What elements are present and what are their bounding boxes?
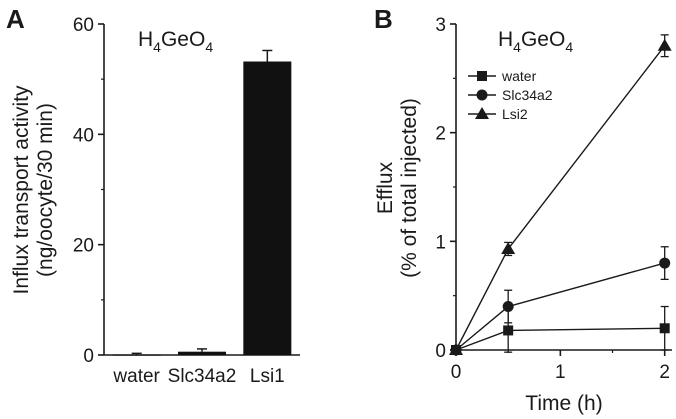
y-tick-label: 0 bbox=[83, 346, 94, 367]
legend-marker-lsi2 bbox=[475, 107, 489, 119]
legend-label: Slc34a2 bbox=[502, 87, 553, 103]
panel-a-ylabel-line2: (ng/oocyte/30 min) bbox=[34, 103, 57, 277]
panel-b: B Efflux (% of total injected) H4GeO4 Ti… bbox=[374, 4, 672, 415]
legend-marker-water bbox=[477, 71, 487, 81]
point-water bbox=[659, 323, 670, 334]
panel-b-series bbox=[449, 34, 672, 356]
bar-slc34a2 bbox=[178, 351, 226, 355]
legend-label: Lsi2 bbox=[502, 106, 528, 122]
panel-a-x-axis: water Slc34a2 Lsi1 bbox=[104, 354, 300, 387]
bar-lsi1 bbox=[243, 61, 292, 355]
x-tick-label: Lsi1 bbox=[250, 366, 285, 387]
formula-geo: GeO bbox=[521, 28, 565, 51]
series-line-lsi2 bbox=[455, 45, 666, 351]
y-tick-label: 60 bbox=[73, 15, 94, 36]
y-tick-label: 1 bbox=[435, 232, 446, 253]
y-tick-label: 0 bbox=[435, 341, 446, 362]
point-slc34a2 bbox=[659, 257, 671, 269]
bar-water bbox=[112, 354, 161, 356]
panel-b-letter: B bbox=[374, 4, 393, 34]
series-line-water bbox=[455, 327, 665, 351]
panel-b-formula: H4GeO4 bbox=[498, 28, 573, 55]
panel-a-letter: A bbox=[6, 4, 25, 34]
panel-b-legend: water Slc34a2 Lsi2 bbox=[468, 68, 553, 122]
x-tick-label: Slc34a2 bbox=[168, 366, 237, 387]
panel-b-y-axis: 0 1 2 3 bbox=[435, 15, 457, 362]
series-line-slc34a2 bbox=[455, 262, 665, 351]
panel-b-x-axis: 0 1 2 bbox=[451, 349, 672, 383]
formula-h: H bbox=[498, 28, 513, 51]
formula-sub-4b: 4 bbox=[205, 39, 213, 55]
legend-marker-slc34a2 bbox=[476, 89, 488, 101]
y-tick-label: 3 bbox=[435, 15, 446, 36]
point-lsi2 bbox=[501, 241, 516, 254]
panel-a-ylabel-line1: Influx transport activity bbox=[10, 85, 33, 294]
panel-b-ylabel-line1: Efflux bbox=[374, 161, 397, 214]
formula-sub-4b: 4 bbox=[565, 39, 573, 55]
formula-h: H bbox=[138, 28, 153, 51]
point-water bbox=[503, 325, 514, 336]
y-tick-label: 2 bbox=[435, 124, 446, 145]
formula-geo: GeO bbox=[161, 28, 205, 51]
x-tick-label: 1 bbox=[555, 362, 566, 383]
point-lsi2 bbox=[657, 38, 672, 51]
x-tick-label: 2 bbox=[659, 362, 670, 383]
point-lsi2 bbox=[449, 343, 463, 355]
point-slc34a2 bbox=[502, 301, 514, 313]
x-tick-label: 0 bbox=[451, 362, 462, 383]
panel-a: A Influx transport activity (ng/oocyte/3… bbox=[6, 4, 300, 387]
y-tick-label: 20 bbox=[73, 236, 94, 257]
formula-sub-4: 4 bbox=[513, 39, 521, 55]
panel-b-xlabel: Time (h) bbox=[525, 392, 602, 415]
formula-sub-4: 4 bbox=[153, 39, 161, 55]
panel-a-formula: H4GeO4 bbox=[138, 28, 213, 55]
y-tick-label: 40 bbox=[73, 125, 94, 146]
x-tick-label: water bbox=[112, 366, 160, 387]
panel-a-bars bbox=[112, 49, 292, 356]
panel-a-y-axis: 0 20 40 60 bbox=[73, 15, 105, 367]
legend-label: water bbox=[501, 68, 537, 84]
panel-b-ylabel-line2: (% of total injected) bbox=[398, 98, 421, 278]
